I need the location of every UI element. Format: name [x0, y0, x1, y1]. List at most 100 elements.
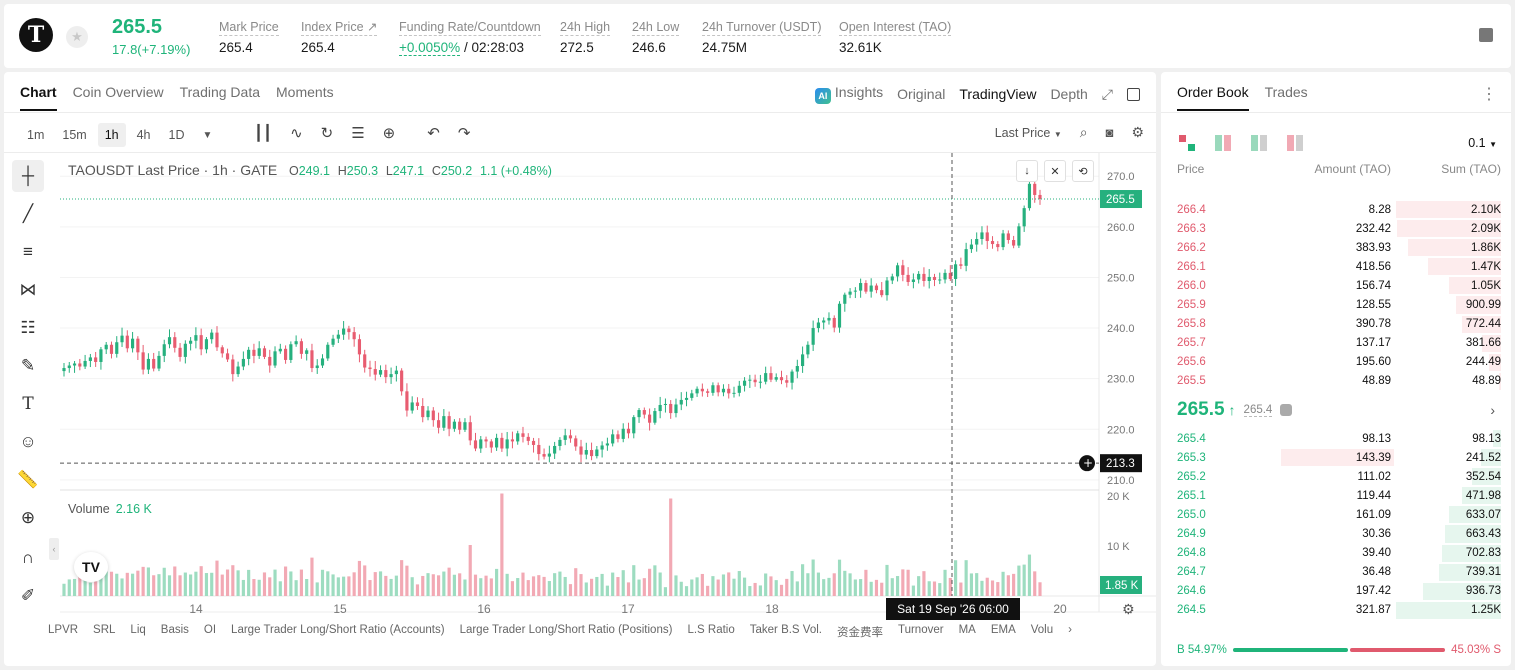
- ask-row[interactable]: 265.9 128.55 900.99: [1161, 295, 1511, 314]
- bid-row[interactable]: 265.0 161.09 633.07: [1161, 505, 1511, 524]
- ask-row[interactable]: 266.0 156.74 1.05K: [1161, 276, 1511, 295]
- expand-icon[interactable]: ⤢: [1101, 85, 1113, 102]
- collapse-icon[interactable]: ✕: [1044, 160, 1066, 182]
- precision-select[interactable]: 0.1 ▼: [1468, 136, 1497, 150]
- collapse-toolbar-button[interactable]: ‹: [49, 538, 59, 560]
- emoji-icon[interactable]: ☺: [19, 432, 37, 451]
- bids-view-icon[interactable]: [1251, 135, 1267, 151]
- undo-icon[interactable]: ↶: [427, 125, 440, 142]
- interval-4h[interactable]: 4h: [136, 128, 151, 142]
- depth-bar: [1455, 296, 1501, 314]
- interval-1h[interactable]: 1h: [97, 123, 126, 147]
- tab-trades[interactable]: Trades: [1264, 84, 1308, 100]
- interval-1m[interactable]: 1m: [27, 128, 45, 142]
- bid-row[interactable]: 265.4 98.13 98.13: [1161, 429, 1511, 448]
- ask-row[interactable]: 266.1 418.56 1.47K: [1161, 257, 1511, 276]
- tab-trading-data[interactable]: Trading Data: [179, 84, 261, 100]
- asks-view-icon[interactable]: [1287, 135, 1303, 151]
- interval-15m[interactable]: 15m: [62, 128, 87, 142]
- bid-row[interactable]: 264.6 197.42 936.73: [1161, 582, 1511, 601]
- indicator-item[interactable]: 资金费率: [836, 627, 883, 639]
- ask-row[interactable]: 266.4 8.28 2.10K: [1161, 200, 1511, 219]
- tab-coin-overview[interactable]: Coin Overview: [72, 84, 164, 100]
- pencil-icon[interactable]: ✐: [20, 586, 36, 605]
- candle-type-icon[interactable]: ┃┃: [254, 125, 273, 142]
- brush-icon[interactable]: ✎: [20, 356, 36, 375]
- indicator-item[interactable]: Taker B.S Vol.: [749, 624, 822, 636]
- indicator-item[interactable]: Basis: [160, 624, 189, 636]
- stat-label[interactable]: Open Interest (TAO): [839, 20, 952, 36]
- view-insights[interactable]: AI Insights: [814, 84, 883, 104]
- add-indicator-icon[interactable]: ⊕: [382, 125, 396, 142]
- indicator-item[interactable]: Turnover: [897, 624, 944, 636]
- indicator-item[interactable]: Large Trader Long/Short Ratio (Positions…: [459, 624, 673, 636]
- indicator-item[interactable]: Liq: [130, 624, 146, 636]
- window-icon[interactable]: [1127, 87, 1140, 101]
- indicator-item[interactable]: LPVR: [48, 624, 79, 636]
- ask-row[interactable]: 266.3 232.42 2.09K: [1161, 219, 1511, 238]
- tab-moments[interactable]: Moments: [276, 84, 334, 100]
- zoom-in-icon[interactable]: ⊕: [20, 508, 36, 527]
- text-tool-icon[interactable]: T: [22, 394, 34, 414]
- reset-icon[interactable]: ⟲: [1072, 160, 1094, 182]
- ask-row[interactable]: 265.8 390.78 772.44: [1161, 315, 1511, 334]
- funding-rate-value[interactable]: +0.0050%: [399, 40, 461, 56]
- chevron-right-icon[interactable]: ›: [1068, 624, 1072, 636]
- indicator-item[interactable]: SRL: [93, 624, 116, 636]
- tab-chart[interactable]: Chart: [20, 84, 57, 111]
- bid-row[interactable]: 264.9 30.36 663.43: [1161, 524, 1511, 543]
- candle-body: [94, 357, 98, 362]
- indicator-item[interactable]: L.S Ratio: [687, 624, 735, 636]
- scroll-down-icon[interactable]: ↓: [1016, 160, 1038, 182]
- trendline-icon[interactable]: ╱: [22, 204, 34, 223]
- gear-icon[interactable]: ⚙: [1131, 124, 1144, 140]
- price-type-select[interactable]: Last Price ▼: [995, 126, 1062, 140]
- ask-row[interactable]: 265.7 137.17 381.66: [1161, 334, 1511, 353]
- refresh-icon[interactable]: ↻: [320, 125, 334, 142]
- ask-row[interactable]: 265.6 195.60 244.49: [1161, 353, 1511, 372]
- horizontal-lines-icon[interactable]: ≡: [23, 242, 33, 261]
- interval-1d[interactable]: 1D: [168, 128, 185, 142]
- bid-row[interactable]: 264.5 321.87 1.25K: [1161, 601, 1511, 620]
- stat-label[interactable]: Mark Price: [219, 20, 279, 36]
- tab-order-book[interactable]: Order Book: [1177, 84, 1249, 111]
- redo-icon[interactable]: ↷: [457, 125, 471, 142]
- tradingview-logo[interactable]: TV: [74, 552, 108, 582]
- bid-row[interactable]: 265.2 111.02 352.54: [1161, 467, 1511, 486]
- mid-price-row[interactable]: 265.5 ↑ 265.4 ›: [1177, 398, 1495, 422]
- search-icon[interactable]: ⌕: [1079, 124, 1088, 140]
- both-sides-view-icon[interactable]: [1179, 135, 1195, 151]
- ask-row[interactable]: 266.2 383.93 1.86K: [1161, 238, 1511, 257]
- magnet-icon[interactable]: ∩: [21, 548, 35, 567]
- pattern-icon[interactable]: ⋈: [19, 280, 37, 299]
- indicator-item[interactable]: MA: [958, 624, 976, 636]
- stat-label[interactable]: Index Price ↗: [301, 20, 378, 36]
- indicators-icon[interactable]: ∿: [290, 125, 303, 142]
- bid-row[interactable]: 264.8 39.40 702.83: [1161, 544, 1511, 563]
- indicator-item[interactable]: Large Trader Long/Short Ratio (Accounts): [231, 624, 445, 636]
- book-icon[interactable]: [1479, 28, 1493, 42]
- candlestick-chart[interactable]: 270.0 260.0 250.0 240.0 230.0 220.0 210.0 20 K 1…: [4, 72, 1156, 666]
- crosshair-icon[interactable]: ┼: [12, 160, 44, 192]
- bid-row[interactable]: 265.3 143.39 241.52: [1161, 448, 1511, 467]
- bid-row[interactable]: 265.1 119.44 471.98: [1161, 486, 1511, 505]
- view-original[interactable]: Original: [897, 86, 946, 102]
- view-tradingview[interactable]: TradingView: [959, 86, 1037, 102]
- ruler-icon[interactable]: 📏: [17, 470, 39, 489]
- stat-label[interactable]: Funding Rate/Countdown: [399, 20, 541, 36]
- volume-bar: [985, 577, 989, 596]
- ask-row[interactable]: 265.5 48.89 48.89: [1161, 372, 1511, 391]
- indicator-item[interactable]: EMA: [990, 624, 1016, 636]
- view-depth[interactable]: Depth: [1050, 86, 1088, 102]
- settings-list-icon[interactable]: ☰: [351, 125, 365, 142]
- bid-row[interactable]: 264.7 36.48 739.31: [1161, 563, 1511, 582]
- camera-icon[interactable]: ◙: [1105, 125, 1114, 140]
- more-menu-icon[interactable]: ⋮: [1481, 86, 1497, 103]
- favorite-star-icon[interactable]: ★: [66, 26, 88, 48]
- interval-dropdown-icon[interactable]: ▼: [202, 129, 213, 141]
- chart-tabs: Chart Coin Overview Trading Data Moments: [20, 84, 334, 111]
- indicator-item[interactable]: Volu: [1030, 624, 1054, 636]
- split-view-icon[interactable]: [1215, 135, 1231, 151]
- fib-icon[interactable]: ☷: [20, 318, 36, 337]
- indicator-item[interactable]: OI: [203, 624, 217, 636]
